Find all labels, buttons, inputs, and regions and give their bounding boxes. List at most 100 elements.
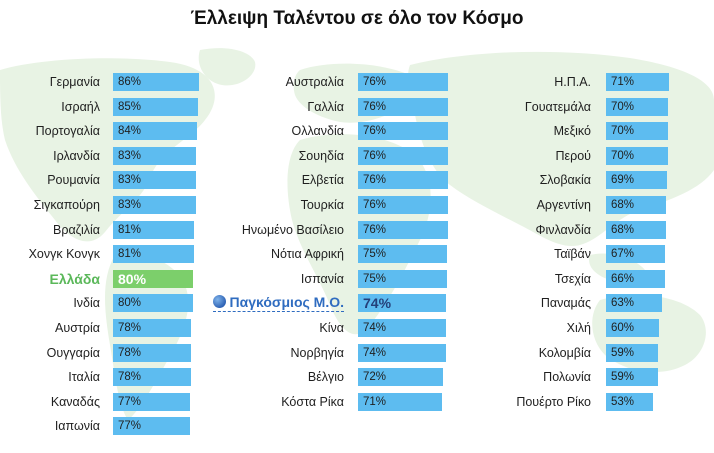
bar-row: Τσεχία 66% (0, 269, 714, 289)
bar (113, 122, 197, 140)
bar-row: Φινλανδία 68% (0, 220, 714, 240)
bar-row: Ολλανδία 76% (0, 121, 714, 141)
bar (358, 294, 446, 312)
bar-label: Ινδία (73, 296, 100, 310)
bar-label: Γουατεμάλα (524, 100, 591, 114)
bar (358, 393, 442, 411)
bar-label: Νορβηγία (290, 346, 345, 360)
bar (606, 344, 658, 362)
bar-label: Ισραήλ (61, 100, 100, 114)
bar-value-label: 83% (118, 150, 142, 162)
bar-row: Ιρλανδία 83% (0, 146, 714, 166)
bar-label: Σουηδία (298, 149, 344, 163)
bar-label: Κόστα Ρίκα (281, 395, 344, 409)
bar-row: Χιλή 60% (0, 318, 714, 338)
bar-label: Χονγκ Κονγκ (28, 247, 100, 261)
bar-row: Αυστρία 78% (0, 318, 714, 338)
bar-value-label: 80% (118, 271, 147, 287)
bar-label: Φινλανδία (535, 223, 592, 237)
bar-value-label: 74% (363, 322, 387, 334)
bar-label: Παγκόσμιος Μ.Ο. (212, 293, 344, 312)
bar (113, 270, 193, 288)
bar-label: Τσεχία (554, 272, 591, 286)
bar-value-label: 80% (118, 297, 142, 309)
bar-value-label: 84% (118, 125, 142, 137)
bar-label: Ταϊβάν (554, 247, 591, 261)
bar-row: Ινδία 80% (0, 293, 714, 313)
bar (358, 270, 447, 288)
bar-row: Σλοβακία 69% (0, 170, 714, 190)
bar-label: Ιαπωνία (54, 419, 100, 433)
bar-row: Πουέρτο Ρίκο 53% (0, 392, 714, 412)
bar-value-label: 69% (611, 174, 635, 186)
bar-row: Γαλλία 76% (0, 97, 714, 117)
bar (113, 245, 194, 263)
bar-row: Πολωνία 59% (0, 367, 714, 387)
bar (113, 221, 194, 239)
bar (358, 73, 448, 91)
bar-value-label: 59% (611, 371, 635, 383)
bar-value-label: 78% (118, 347, 142, 359)
bar-label: Καναδάς (50, 395, 100, 409)
bar-label: Ρουμανία (47, 173, 100, 187)
globe-icon (212, 295, 226, 308)
bar-row: Βραζιλία 81% (0, 220, 714, 240)
bar-value-label: 78% (118, 322, 142, 334)
bar-row: Γουατεμάλα 70% (0, 97, 714, 117)
bar (606, 73, 669, 91)
bar (358, 171, 448, 189)
bar-label: Νότια Αφρική (270, 247, 344, 261)
bar-label: Παναμάς (540, 296, 591, 310)
bar-value-label: 77% (118, 396, 142, 408)
bar-label: Πορτογαλία (35, 124, 100, 138)
bar-row: Περού 70% (0, 146, 714, 166)
bar-value-label: 76% (363, 199, 387, 211)
bar (113, 319, 191, 337)
bar-value-label: 76% (363, 76, 387, 88)
bar-value-label: 83% (118, 174, 142, 186)
bar (606, 122, 668, 140)
bar-value-label: 71% (611, 76, 635, 88)
bar (606, 98, 668, 116)
bar-label: Σλοβακία (539, 173, 591, 187)
bar-row: Μεξικό 70% (0, 121, 714, 141)
bar-label: Περού (555, 149, 592, 163)
bar-value-label: 72% (363, 371, 387, 383)
bar-row: Κίνα 74% (0, 318, 714, 338)
bar-label: Αργεντίνη (536, 198, 591, 212)
bar-value-label: 75% (363, 273, 387, 285)
bar-row: Αυστραλία 76% (0, 72, 714, 92)
bar-row: Σουηδία 76% (0, 146, 714, 166)
bar (358, 122, 448, 140)
bar-label: Βέλγιο (307, 370, 344, 384)
bar-value-label: 76% (363, 150, 387, 162)
bar (113, 196, 196, 214)
bar-row: Ισπανία 75% (0, 269, 714, 289)
bar-value-label: 63% (611, 297, 635, 309)
bar (606, 319, 659, 337)
bar-row: Ισραήλ 85% (0, 97, 714, 117)
bar-value-label: 78% (118, 371, 142, 383)
bar-row: Αργεντίνη 68% (0, 195, 714, 215)
bar (113, 171, 196, 189)
bar-row: Νορβηγία 74% (0, 343, 714, 363)
bar (606, 270, 665, 288)
bar (113, 344, 191, 362)
bar-row: Κόστα Ρίκα 71% (0, 392, 714, 412)
bar-label: Χιλή (566, 321, 591, 335)
bar-label: Τουρκία (300, 198, 344, 212)
bar-value-label: 74% (363, 347, 387, 359)
bar-value-label: 68% (611, 199, 635, 211)
bar-value-label: 70% (611, 125, 635, 137)
bar (606, 393, 653, 411)
bar-label: Η.Π.Α. (554, 75, 591, 89)
bar-label: Πολωνία (543, 370, 591, 384)
bar-row: Γερμανία 86% (0, 72, 714, 92)
bar-label: Ηνωμένο Βασίλειο (241, 223, 344, 237)
bar-row: Σιγκαπούρη 83% (0, 195, 714, 215)
bar (358, 196, 448, 214)
bar (606, 294, 662, 312)
bar-value-label: 60% (611, 322, 635, 334)
bar-row: Η.Π.Α. 71% (0, 72, 714, 92)
bar-row: Χονγκ Κονγκ 81% (0, 244, 714, 264)
